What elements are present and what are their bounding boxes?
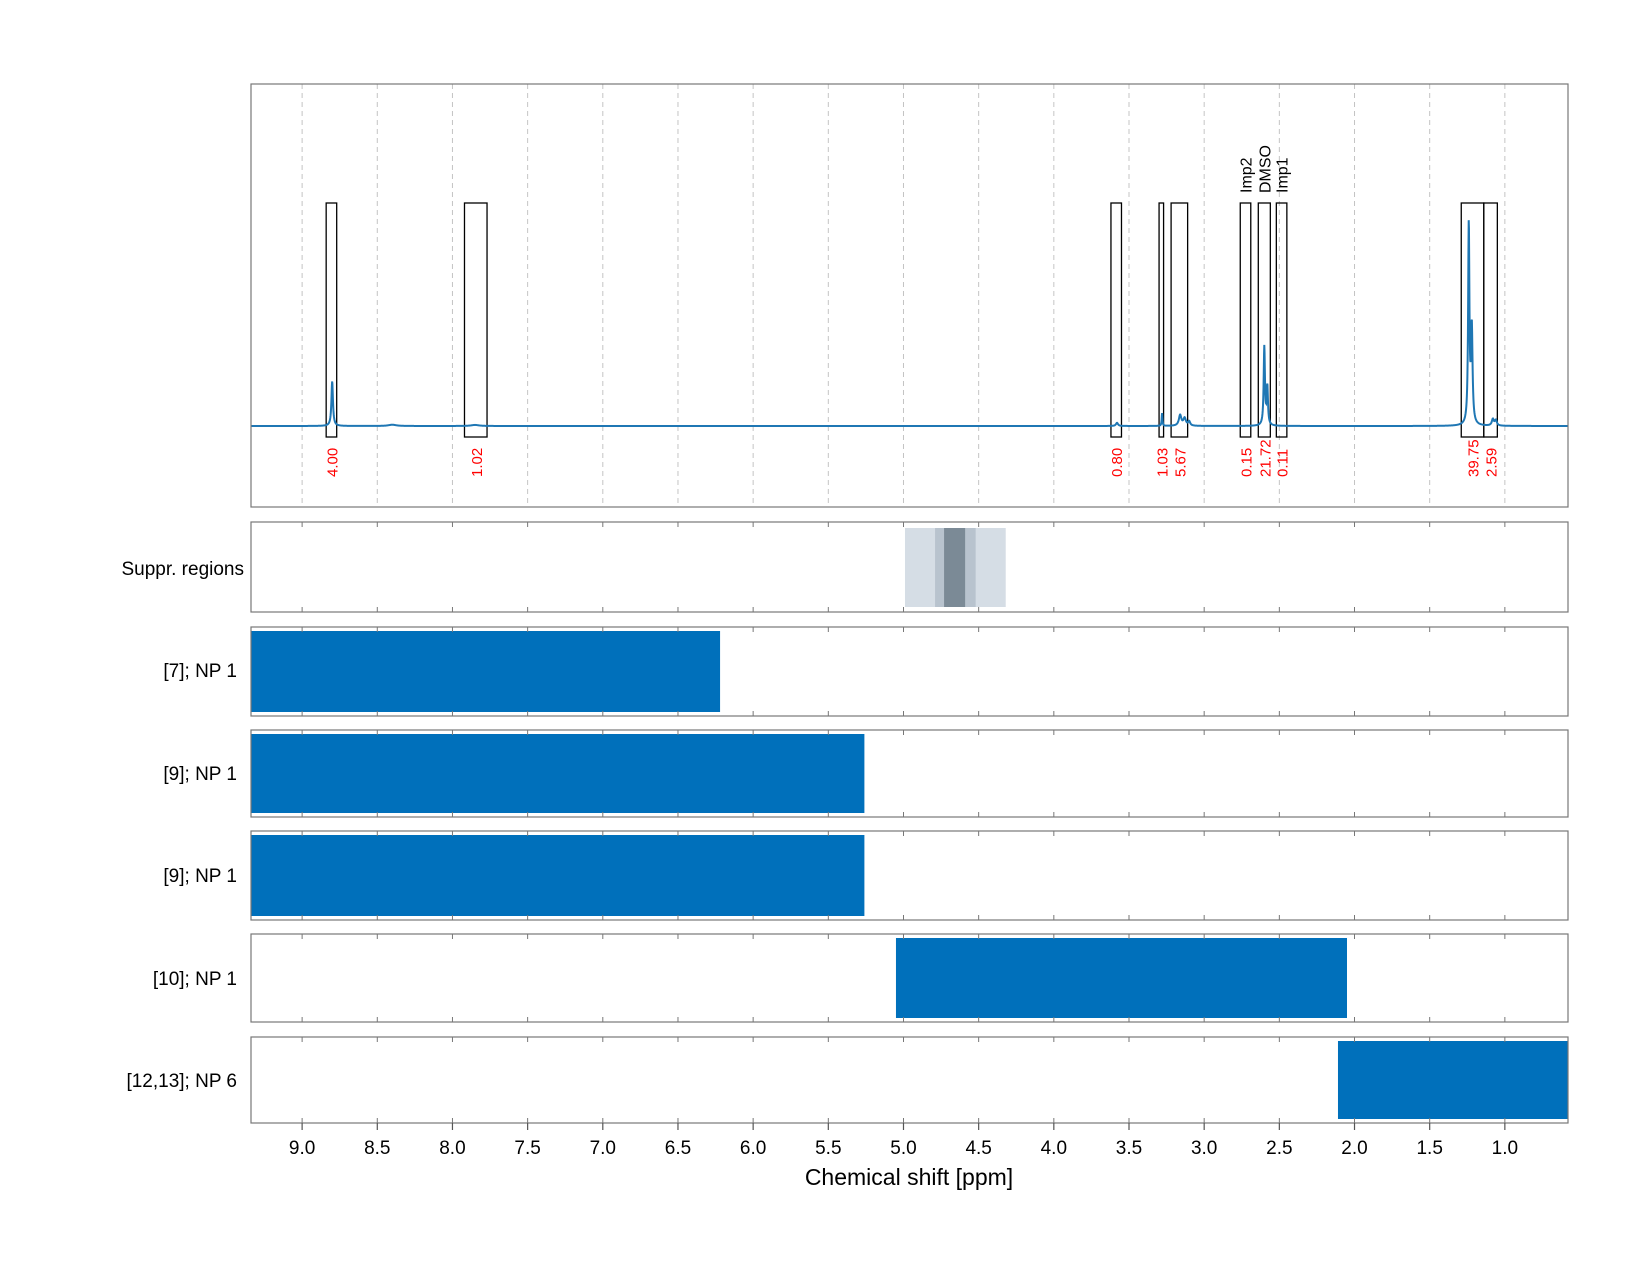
range-row-ticks <box>301 730 1506 817</box>
spectrum-panel: 4.00 1.02 0.80 1.03 5.67 0.15 Imp2 21.72 DMSO 0.1… <box>250 83 1569 508</box>
integration-value-label: 5.67 <box>1172 448 1189 477</box>
x-tick-label: 6.5 <box>665 1138 691 1159</box>
x-tick-label: 1.0 <box>1492 1138 1518 1159</box>
integration-value-label: 0.11 <box>1275 449 1292 477</box>
integration-value-label: 2.59 <box>1484 448 1501 477</box>
range-row: [12,13]; NP 6 <box>126 1036 1569 1124</box>
integration-value-label: 0.80 <box>1109 448 1126 477</box>
range-row-label: [9]; NP 1 <box>163 866 237 887</box>
integration-region-labels: 4.00 1.02 0.80 1.03 5.67 0.15 Imp2 21.72 DMSO 0.1… <box>324 145 1500 477</box>
integration-annotation-label: DMSO <box>1257 145 1274 193</box>
x-tick-label: 3.5 <box>1116 1138 1142 1159</box>
suppression-band <box>944 528 966 607</box>
range-row-frame <box>250 1036 1569 1124</box>
range-row-bar <box>895 938 1347 1018</box>
integration-annotation-label: Imp1 <box>1275 157 1292 193</box>
x-tick-label: 2.5 <box>1266 1138 1292 1159</box>
x-tick-label: 5.0 <box>890 1138 916 1159</box>
suppression-bands <box>904 528 1006 607</box>
x-tick-label: 4.0 <box>1041 1138 1067 1159</box>
x-tick-label: 7.5 <box>514 1138 540 1159</box>
suppression-panel-label: Suppr. regions <box>121 559 244 580</box>
x-axis-title: Chemical shift [ppm] <box>805 1164 1013 1190</box>
range-row: [9]; NP 1 <box>163 830 1569 921</box>
x-axis: 9.0 8.5 8.0 7.5 7.0 6.5 6.0 5.5 5.0 4.5 4.0 3.5 3.0 2… <box>289 1123 1518 1159</box>
integration-value-label: 21.72 <box>1257 439 1274 477</box>
suppression-panel: Suppr. regions <box>121 521 1569 613</box>
suppression-panel-ticks <box>301 522 1506 612</box>
range-row-frame <box>250 729 1569 818</box>
x-tick-label: 3.0 <box>1191 1138 1217 1159</box>
integration-value-label: 0.15 <box>1239 448 1256 477</box>
x-tick-label: 1.5 <box>1416 1138 1442 1159</box>
x-tick-label: 8.0 <box>439 1138 465 1159</box>
suppression-panel-frame <box>250 521 1569 613</box>
range-row-bar <box>251 734 865 813</box>
spectrum-panel-frame <box>250 83 1569 508</box>
range-row: [9]; NP 1 <box>163 729 1569 818</box>
integration-value-label: 39.75 <box>1466 439 1483 477</box>
integration-region-box <box>1110 202 1123 438</box>
range-row-label: [7]; NP 1 <box>163 661 237 682</box>
integration-regions <box>325 202 1498 438</box>
range-row-frame <box>250 933 1569 1023</box>
spectrum-panel-background <box>251 84 1568 507</box>
range-row-label: [10]; NP 1 <box>153 969 237 990</box>
range-row-frame <box>250 830 1569 921</box>
integration-region-box <box>325 202 338 438</box>
range-row-bar <box>251 835 865 916</box>
range-row-bar <box>251 631 721 712</box>
x-tick-label: 8.5 <box>364 1138 390 1159</box>
range-row-ticks <box>301 831 1506 920</box>
integration-region-box <box>1257 202 1271 438</box>
integration-value-label: 1.02 <box>469 448 486 477</box>
range-row-ticks <box>301 934 1506 1022</box>
integration-region-box <box>1158 202 1165 438</box>
x-tick-label: 2.0 <box>1341 1138 1367 1159</box>
integration-region-box <box>1275 202 1288 438</box>
x-tick-label: 6.0 <box>740 1138 766 1159</box>
integration-value-label: 4.00 <box>324 448 341 477</box>
spectrum-line <box>251 220 1568 427</box>
range-row-frame <box>250 626 1569 717</box>
x-tick-label: 7.0 <box>590 1138 616 1159</box>
range-row: [7]; NP 1 <box>163 626 1569 717</box>
x-tick-label: 4.5 <box>965 1138 991 1159</box>
x-tick-label: 5.5 <box>815 1138 841 1159</box>
range-row-label: [12,13]; NP 6 <box>126 1071 237 1092</box>
range-row-label: [9]; NP 1 <box>163 764 237 785</box>
integration-region-box <box>463 202 488 438</box>
range-row-ticks <box>301 627 1506 716</box>
integration-region-box <box>1170 202 1189 438</box>
integration-region-box <box>1483 202 1498 438</box>
integration-region-box <box>1239 202 1252 438</box>
range-row: [10]; NP 1 <box>153 933 1569 1023</box>
range-row-ticks <box>301 1037 1506 1123</box>
integration-annotation-label: Imp2 <box>1239 157 1256 193</box>
integration-value-label: 1.03 <box>1154 448 1171 477</box>
spectrum-gridlines <box>301 84 1506 507</box>
range-row-bar <box>1337 1041 1568 1119</box>
x-tick-label: 9.0 <box>289 1138 315 1159</box>
